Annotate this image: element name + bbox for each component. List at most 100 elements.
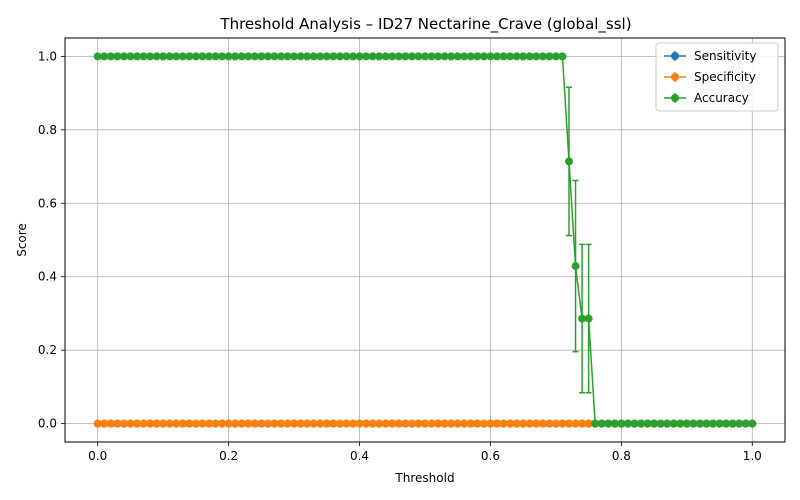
specificity-point bbox=[545, 419, 554, 428]
x-tick-label: 0.6 bbox=[481, 449, 500, 463]
accuracy-series bbox=[93, 52, 757, 428]
accuracy-point bbox=[185, 52, 194, 61]
specificity-point bbox=[178, 419, 187, 428]
accuracy-point bbox=[244, 52, 253, 61]
specificity-point bbox=[322, 419, 331, 428]
y-tick-label: 0.2 bbox=[38, 343, 57, 357]
accuracy-point bbox=[709, 419, 717, 428]
legend: Sensitivity Specificity Accuracy bbox=[655, 42, 779, 112]
specificity-point bbox=[146, 419, 155, 428]
specificity-point bbox=[453, 419, 462, 428]
specificity-point bbox=[421, 419, 429, 428]
accuracy-point bbox=[519, 52, 528, 61]
accuracy-point bbox=[133, 52, 141, 61]
accuracy-point bbox=[172, 52, 181, 61]
specificity-point bbox=[250, 419, 259, 428]
legend-label: Sensitivity bbox=[694, 49, 756, 63]
accuracy-point bbox=[342, 52, 351, 61]
specificity-point bbox=[277, 419, 285, 428]
specificity-point bbox=[270, 419, 279, 428]
x-axis-label: Threshold bbox=[394, 471, 454, 485]
accuracy-point bbox=[545, 52, 554, 61]
legend-label: Accuracy bbox=[694, 91, 749, 105]
accuracy-point bbox=[100, 52, 109, 61]
specificity-point bbox=[571, 419, 580, 428]
accuracy-point bbox=[401, 52, 410, 61]
series-layer bbox=[93, 52, 757, 428]
specificity-point bbox=[316, 419, 325, 428]
accuracy-point bbox=[479, 52, 488, 61]
x-tick-label: 0.8 bbox=[612, 449, 631, 463]
accuracy-point bbox=[604, 419, 613, 428]
accuracy-point bbox=[597, 419, 606, 428]
accuracy-point bbox=[139, 52, 148, 61]
accuracy-point bbox=[283, 52, 292, 61]
accuracy-point bbox=[329, 52, 338, 61]
accuracy-point bbox=[146, 52, 155, 61]
specificity-point bbox=[296, 419, 305, 428]
accuracy-point bbox=[152, 52, 161, 61]
accuracy-point bbox=[178, 52, 187, 61]
accuracy-point bbox=[741, 419, 750, 428]
specificity-point bbox=[342, 419, 351, 428]
legend-item-accuracy: Accuracy bbox=[664, 91, 749, 105]
accuracy-point bbox=[610, 419, 619, 428]
accuracy-point bbox=[748, 419, 757, 428]
accuracy-point bbox=[159, 52, 168, 61]
legend-marker bbox=[671, 73, 679, 81]
specificity-point bbox=[447, 419, 456, 428]
accuracy-point bbox=[394, 52, 403, 61]
accuracy-point bbox=[512, 52, 521, 61]
accuracy-point bbox=[388, 52, 397, 61]
accuracy-point bbox=[126, 52, 135, 61]
specificity-point bbox=[532, 419, 541, 428]
specificity-point bbox=[407, 419, 416, 428]
legend-box bbox=[655, 42, 779, 112]
y-tick-label: 0.4 bbox=[38, 270, 57, 284]
legend-marker bbox=[671, 52, 679, 60]
specificity-point bbox=[290, 419, 299, 428]
specificity-point bbox=[506, 419, 515, 428]
specificity-point bbox=[355, 419, 364, 428]
accuracy-point bbox=[538, 52, 547, 61]
accuracy-point bbox=[617, 419, 626, 428]
accuracy-point bbox=[335, 52, 344, 61]
accuracy-point bbox=[447, 52, 456, 61]
x-tick-label: 0.2 bbox=[219, 449, 238, 463]
accuracy-point bbox=[355, 52, 364, 61]
accuracy-point bbox=[499, 52, 508, 61]
specificity-point bbox=[237, 419, 246, 428]
specificity-point bbox=[185, 419, 194, 428]
specificity-point bbox=[191, 419, 200, 428]
x-tick-label: 0.4 bbox=[350, 449, 369, 463]
specificity-point bbox=[414, 419, 423, 428]
accuracy-point bbox=[362, 52, 371, 61]
y-tick-label: 0.8 bbox=[38, 123, 57, 137]
specificity-point bbox=[558, 419, 567, 428]
accuracy-point bbox=[368, 52, 377, 61]
x-tick-label: 1.0 bbox=[743, 449, 762, 463]
accuracy-point bbox=[558, 52, 567, 61]
specificity-point bbox=[152, 419, 161, 428]
accuracy-point bbox=[165, 52, 174, 61]
accuracy-point bbox=[381, 52, 390, 61]
specificity-point bbox=[349, 419, 357, 428]
specificity-point bbox=[362, 419, 371, 428]
specificity-point bbox=[512, 419, 521, 428]
accuracy-point bbox=[637, 419, 645, 428]
accuracy-point bbox=[584, 314, 593, 323]
accuracy-point bbox=[106, 52, 115, 61]
accuracy-point bbox=[296, 52, 305, 61]
specificity-point bbox=[224, 419, 233, 428]
specificity-point bbox=[198, 419, 207, 428]
y-tick-label: 0.0 bbox=[38, 417, 57, 431]
specificity-point bbox=[329, 419, 338, 428]
specificity-point bbox=[159, 419, 168, 428]
specificity-point bbox=[479, 419, 488, 428]
accuracy-point bbox=[571, 262, 580, 271]
accuracy-point bbox=[623, 419, 632, 428]
accuracy-point bbox=[728, 419, 737, 428]
specificity-point bbox=[486, 419, 495, 428]
accuracy-point bbox=[322, 52, 331, 61]
